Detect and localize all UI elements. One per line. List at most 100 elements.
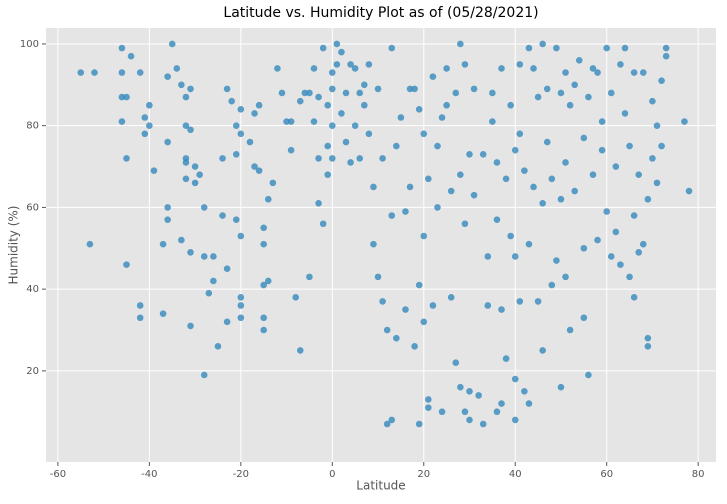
point — [146, 122, 153, 129]
point — [612, 228, 620, 236]
point — [516, 130, 524, 138]
point — [425, 404, 432, 411]
point — [278, 89, 286, 97]
point — [210, 277, 217, 285]
point — [342, 138, 350, 146]
point — [530, 65, 537, 72]
y-tick-label: 100 — [20, 39, 39, 50]
y-tick-label: 20 — [26, 366, 39, 377]
point — [182, 159, 190, 166]
point — [173, 65, 181, 72]
point — [411, 85, 418, 93]
point — [306, 273, 313, 281]
point — [164, 204, 171, 211]
point — [328, 69, 336, 76]
point — [603, 208, 610, 215]
point — [379, 155, 386, 162]
y-tick-label: 80 — [26, 121, 39, 132]
point — [438, 408, 446, 416]
point — [187, 85, 194, 93]
point — [141, 130, 149, 138]
point — [493, 159, 501, 166]
point — [123, 93, 130, 101]
point — [543, 85, 551, 93]
point — [196, 171, 203, 179]
point — [534, 93, 542, 101]
point — [580, 314, 588, 322]
point — [525, 44, 533, 52]
point — [630, 212, 638, 219]
point — [630, 294, 638, 301]
point — [406, 183, 414, 191]
point — [594, 236, 601, 244]
point — [159, 310, 167, 317]
point — [635, 249, 643, 256]
x-axis-label: Latitude — [356, 479, 405, 493]
point — [516, 61, 524, 68]
point — [621, 110, 629, 117]
point — [571, 187, 578, 195]
point — [150, 167, 158, 174]
y-tick-label: 60 — [26, 202, 39, 213]
point — [292, 294, 300, 301]
point — [548, 281, 556, 289]
point — [626, 273, 633, 281]
point — [434, 204, 441, 211]
point — [470, 85, 478, 93]
point — [264, 195, 272, 203]
point — [607, 253, 615, 260]
point — [86, 240, 94, 248]
point — [594, 69, 601, 76]
point — [402, 208, 409, 215]
point — [534, 298, 542, 305]
point — [319, 220, 327, 228]
point — [118, 69, 126, 76]
point — [548, 175, 556, 183]
point — [553, 257, 560, 264]
point — [461, 61, 469, 68]
point — [447, 294, 455, 301]
x-tick-label: 20 — [417, 469, 430, 480]
point — [91, 69, 98, 76]
point — [123, 261, 130, 268]
point — [649, 97, 656, 105]
point — [370, 240, 377, 248]
point — [182, 175, 190, 183]
point — [511, 375, 519, 383]
point — [351, 122, 359, 129]
point — [164, 216, 171, 223]
point — [374, 85, 382, 93]
point — [228, 97, 235, 105]
point — [557, 195, 565, 203]
point — [164, 138, 171, 146]
point — [598, 118, 606, 125]
point — [388, 44, 396, 52]
point — [466, 416, 473, 424]
point — [200, 253, 208, 260]
point — [566, 101, 574, 109]
point — [507, 101, 514, 109]
point — [562, 159, 569, 166]
point — [479, 420, 487, 428]
point — [484, 302, 492, 309]
point — [246, 138, 254, 146]
point — [562, 273, 569, 281]
point — [393, 334, 400, 342]
point — [356, 155, 364, 162]
point — [200, 371, 208, 379]
point — [328, 122, 336, 129]
point — [443, 101, 450, 109]
point — [484, 253, 492, 260]
point — [319, 44, 327, 52]
point — [118, 118, 126, 125]
point — [447, 187, 455, 195]
y-tick-label: 40 — [26, 284, 39, 295]
point — [466, 388, 473, 395]
point — [457, 171, 464, 179]
point — [237, 232, 245, 240]
point — [168, 40, 176, 48]
point — [598, 146, 606, 154]
point — [328, 155, 336, 162]
point — [333, 40, 341, 48]
point — [589, 171, 597, 179]
